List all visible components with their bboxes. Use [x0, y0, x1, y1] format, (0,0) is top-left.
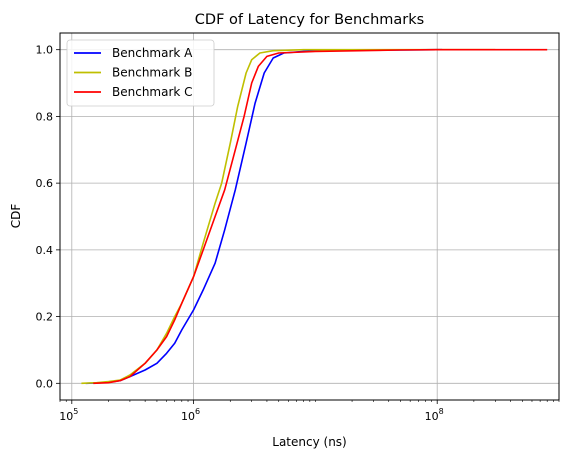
legend-label: Benchmark A [112, 46, 193, 60]
y-tick-label: 0.8 [36, 110, 54, 123]
series-line-2 [81, 48, 496, 385]
y-tick-label: 0.6 [36, 177, 54, 190]
legend-label: Benchmark B [112, 66, 192, 80]
series-layer [81, 48, 548, 385]
y-axis-label: CDF [9, 204, 23, 229]
plot-frame [59, 32, 560, 401]
x-axis-label: Latency (ns) [272, 435, 346, 449]
series-line-3 [93, 48, 548, 385]
legend: Benchmark A Benchmark B Benchmark C [66, 39, 215, 107]
legend-label: Benchmark C [112, 85, 193, 99]
axis-ticks: 105 106 108 0.0 0.2 0.4 0.6 0.8 1.0 [36, 44, 560, 423]
legend-box [66, 39, 215, 107]
x-tick-label: 105 [59, 407, 78, 423]
y-tick-label: 0.4 [36, 244, 54, 257]
chart-title: CDF of Latency for Benchmarks [195, 12, 424, 28]
y-tick-label: 0.2 [36, 311, 54, 324]
y-tick-label: 1.0 [36, 44, 54, 57]
x-tick-label: 106 [181, 407, 200, 423]
y-tick-label: 0.0 [36, 377, 54, 390]
x-tick-label: 108 [425, 407, 444, 423]
